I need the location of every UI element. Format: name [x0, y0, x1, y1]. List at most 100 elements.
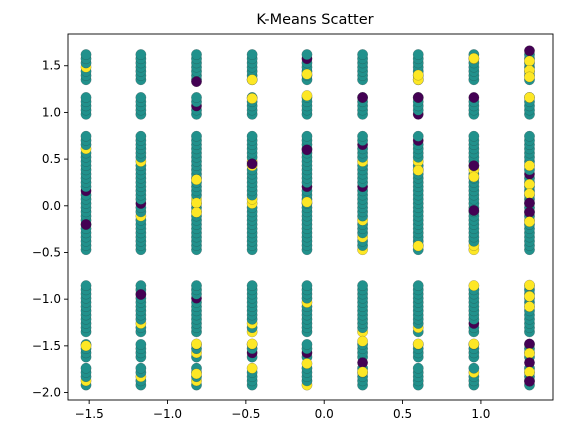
data-point — [191, 338, 202, 350]
data-point — [191, 368, 202, 380]
data-point — [412, 362, 424, 374]
data-point — [135, 130, 147, 142]
data-point — [524, 290, 535, 302]
y-tick-label: −1.5 — [32, 339, 61, 353]
data-point — [246, 49, 258, 60]
x-tick-label: −1.5 — [75, 407, 104, 421]
data-point — [524, 178, 535, 190]
data-point — [191, 92, 202, 103]
data-point — [468, 92, 480, 103]
y-tick-label: 0.0 — [42, 199, 61, 213]
data-point — [357, 366, 368, 378]
data-point — [246, 74, 258, 86]
data-point — [524, 45, 535, 57]
data-point — [524, 197, 535, 209]
data-point — [357, 335, 368, 347]
data-point — [468, 130, 480, 142]
y-tick-label: −2.0 — [32, 386, 61, 400]
data-point — [191, 206, 202, 218]
data-point — [80, 340, 92, 352]
data-point — [468, 205, 480, 216]
data-point — [524, 130, 535, 142]
data-point — [468, 52, 480, 64]
data-point — [468, 171, 480, 183]
data-point — [524, 357, 535, 369]
data-point — [301, 68, 313, 80]
chart-title: K-Means Scatter — [256, 12, 373, 28]
data-point — [524, 55, 535, 67]
data-point — [412, 92, 424, 103]
data-point — [524, 71, 535, 83]
data-point — [301, 358, 313, 369]
data-point — [524, 338, 535, 350]
data-point — [246, 158, 258, 170]
x-tick-label: 0.0 — [315, 407, 334, 421]
data-point — [357, 49, 368, 60]
data-point — [80, 92, 92, 103]
data-point — [191, 280, 202, 292]
data-point — [135, 339, 147, 350]
data-point — [524, 216, 535, 228]
data-point — [301, 144, 313, 156]
data-point — [80, 280, 92, 292]
data-point — [357, 280, 368, 292]
axes: −1.5 −1.0 −0.5 0.0 0.5 1.0 −2.0 −1.5 −1.0 −0.5 0.0… — [32, 33, 554, 421]
data-point — [80, 219, 92, 230]
data-point — [412, 240, 424, 252]
data-point — [524, 206, 535, 218]
data-point — [524, 92, 535, 103]
x-tick-label: −0.5 — [231, 407, 260, 421]
data-point — [191, 197, 202, 209]
data-point — [524, 366, 535, 378]
data-point — [246, 93, 258, 104]
data-point — [468, 338, 480, 350]
data-point — [301, 130, 313, 142]
data-point — [80, 362, 92, 374]
data-point — [468, 160, 480, 172]
data-point — [301, 196, 313, 208]
data-point — [301, 280, 313, 292]
data-point — [357, 130, 368, 142]
data-point — [524, 347, 535, 359]
data-point — [135, 49, 147, 60]
data-point — [412, 69, 424, 81]
data-point — [524, 301, 535, 313]
data-point — [524, 188, 535, 200]
data-point — [135, 92, 147, 103]
data-point — [135, 289, 147, 300]
data-point — [246, 338, 258, 350]
data-point — [191, 130, 202, 142]
y-tick-label: 1.5 — [42, 59, 61, 73]
x-tick-label: −1.0 — [153, 407, 182, 421]
data-point — [412, 49, 424, 60]
data-point — [246, 362, 258, 374]
data-point — [135, 362, 147, 374]
data-point — [412, 164, 424, 176]
data-point — [191, 76, 202, 87]
data-point — [524, 375, 535, 387]
data-point — [524, 279, 535, 291]
data-point — [191, 49, 202, 60]
scatter-points — [80, 45, 535, 391]
data-point — [80, 49, 92, 60]
y-tick-label: 1.0 — [42, 105, 61, 119]
y-tick-label: −0.5 — [32, 245, 61, 259]
x-tick-label: 1.0 — [471, 407, 490, 421]
data-point — [357, 357, 368, 369]
x-tick-label: 0.5 — [393, 407, 412, 421]
data-point — [301, 339, 313, 350]
data-point — [412, 280, 424, 292]
data-point — [301, 49, 313, 60]
y-tick-label: −1.0 — [32, 292, 61, 306]
data-point — [412, 130, 424, 142]
data-point — [357, 92, 368, 103]
data-point — [246, 130, 258, 142]
plot-frame — [67, 33, 554, 401]
data-point — [524, 160, 535, 172]
data-point — [246, 280, 258, 292]
data-point — [412, 338, 424, 350]
data-point — [301, 90, 313, 101]
data-point — [468, 280, 480, 292]
